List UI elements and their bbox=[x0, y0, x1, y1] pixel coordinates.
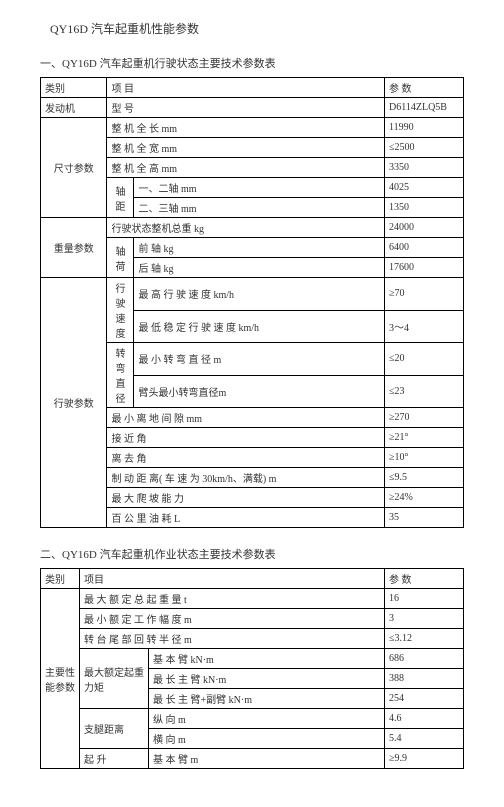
t1-min-speed-label: 最 低 稳 定 行 驶 速 度 km/h bbox=[134, 310, 385, 343]
t1-rear-axle: 17600 bbox=[385, 258, 464, 278]
t2-maxlift-label: 最 大 额 定 总 起 重 量 t bbox=[80, 589, 385, 609]
t1-axle23-label: 二、三轴 mm bbox=[134, 198, 385, 218]
t1-approach-label: 接 近 角 bbox=[107, 428, 385, 448]
t2-maxlift: 16 bbox=[385, 589, 464, 609]
t2-hdr-item: 项目 bbox=[80, 569, 385, 589]
t2-out-lat: 5.4 bbox=[385, 729, 464, 749]
t1-head-turn: ≤23 bbox=[385, 375, 464, 408]
t1-total-w: 24000 bbox=[385, 218, 464, 238]
t1-speed: 行驶速度 bbox=[107, 278, 134, 343]
t1-clearance: ≥270 bbox=[385, 408, 464, 428]
t2-tail-label: 转 台 尾 部 回 转 半 径 m bbox=[80, 629, 385, 649]
table-2: 类别 项目 参 数 主要性能参数 最 大 额 定 总 起 重 量 t 16 最 … bbox=[40, 568, 464, 769]
t1-clearance-label: 最 小 离 地 间 隙 mm bbox=[107, 408, 385, 428]
table-1: 类别 项 目 参 数 发动机 型 号 D6114ZLQ5B 尺寸参数 整 机 全… bbox=[40, 77, 464, 528]
t2-fly-boom-label: 最 长 主 臂+副臂 kN·m bbox=[149, 689, 385, 709]
t2-hoist: 起 升 bbox=[80, 749, 149, 769]
t1-brake-label: 制 动 距 离( 车 速 为 30km/h、满载) m bbox=[107, 468, 385, 488]
t2-fly-boom: 254 bbox=[385, 689, 464, 709]
t1-len-label: 整 机 全 长 mm bbox=[107, 118, 385, 138]
t1-depart-label: 离 去 角 bbox=[107, 448, 385, 468]
t2-out-lon-label: 纵 向 m bbox=[149, 709, 385, 729]
t2-hoist-basic: ≥9.9 bbox=[385, 749, 464, 769]
t2-moment: 最大额定起重力矩 bbox=[80, 649, 149, 709]
t1-climb-label: 最 大 爬 坡 能 力 bbox=[107, 488, 385, 508]
t1-drive: 行驶参数 bbox=[41, 278, 107, 528]
t1-fuel: 35 bbox=[385, 508, 464, 528]
t2-basic-boom-label: 基 本 臂 kN·m bbox=[149, 649, 385, 669]
t2-hdr-val: 参 数 bbox=[385, 569, 464, 589]
t1-engine-model: D6114ZLQ5B bbox=[385, 98, 464, 118]
section2-title: 二、QY16D 汽车起重机作业状态主要技术参数表 bbox=[40, 546, 464, 562]
t1-axle12-label: 一、二轴 mm bbox=[134, 178, 385, 198]
t2-outrigger: 支腿距离 bbox=[80, 709, 149, 749]
t1-dim: 尺寸参数 bbox=[41, 118, 107, 218]
t1-axle23: 1350 bbox=[385, 198, 464, 218]
t1-min-speed: 3～4 bbox=[385, 310, 464, 343]
t1-fuel-label: 百 公 里 油 耗 L bbox=[107, 508, 385, 528]
t1-min-turn: ≤20 bbox=[385, 343, 464, 376]
t2-hoist-basic-label: 基 本 臂 m bbox=[149, 749, 385, 769]
t2-main: 主要性能参数 bbox=[41, 589, 80, 769]
t2-maxradius-label: 最 小 额 定 工 作 幅 度 m bbox=[80, 609, 385, 629]
t2-long-boom-label: 最 长 主 臂 kN·m bbox=[149, 669, 385, 689]
t1-climb: ≥24% bbox=[385, 488, 464, 508]
t1-engine: 发动机 bbox=[41, 98, 107, 118]
t1-turn: 转弯直径 bbox=[107, 343, 134, 408]
t1-len: 11990 bbox=[385, 118, 464, 138]
t2-hdr-cat: 类别 bbox=[41, 569, 80, 589]
t1-axle12: 4025 bbox=[385, 178, 464, 198]
t1-hdr-item: 项 目 bbox=[107, 78, 385, 98]
t1-axle: 轴距 bbox=[107, 178, 134, 218]
t1-front-axle-label: 前 轴 kg bbox=[134, 238, 385, 258]
t1-hdr-cat: 类别 bbox=[41, 78, 107, 98]
t2-out-lat-label: 横 向 m bbox=[149, 729, 385, 749]
t1-max-speed-label: 最 高 行 驶 速 度 km/h bbox=[134, 278, 385, 311]
t1-weight: 重量参数 bbox=[41, 218, 107, 278]
t1-depart: ≥10° bbox=[385, 448, 464, 468]
t1-hdr-val: 参 数 bbox=[385, 78, 464, 98]
t1-approach: ≥21° bbox=[385, 428, 464, 448]
t1-height-label: 整 机 全 高 mm bbox=[107, 158, 385, 178]
t1-height: 3350 bbox=[385, 158, 464, 178]
t2-long-boom: 388 bbox=[385, 669, 464, 689]
t2-basic-boom: 686 bbox=[385, 649, 464, 669]
t2-maxradius: 3 bbox=[385, 609, 464, 629]
page-title: QY16D 汽车起重机性能参数 bbox=[50, 20, 464, 37]
t1-head-turn-label: 臂头最小转弯直径m bbox=[134, 375, 385, 408]
t1-rear-axle-label: 后 轴 kg bbox=[134, 258, 385, 278]
section1-title: 一、QY16D 汽车起重机行驶状态主要技术参数表 bbox=[40, 55, 464, 71]
t1-axle-load: 轴荷 bbox=[107, 238, 134, 278]
t1-engine-model-label: 型 号 bbox=[107, 98, 385, 118]
t1-front-axle: 6400 bbox=[385, 238, 464, 258]
t1-width: ≤2500 bbox=[385, 138, 464, 158]
t1-width-label: 整 机 全 宽 mm bbox=[107, 138, 385, 158]
t1-brake: ≤9.5 bbox=[385, 468, 464, 488]
t1-max-speed: ≥70 bbox=[385, 278, 464, 311]
t2-out-lon: 4.6 bbox=[385, 709, 464, 729]
t1-total-w-label: 行驶状态整机总重 kg bbox=[107, 218, 385, 238]
t1-min-turn-label: 最 小 转 弯 直 径 m bbox=[134, 343, 385, 376]
t2-tail: ≤3.12 bbox=[385, 629, 464, 649]
